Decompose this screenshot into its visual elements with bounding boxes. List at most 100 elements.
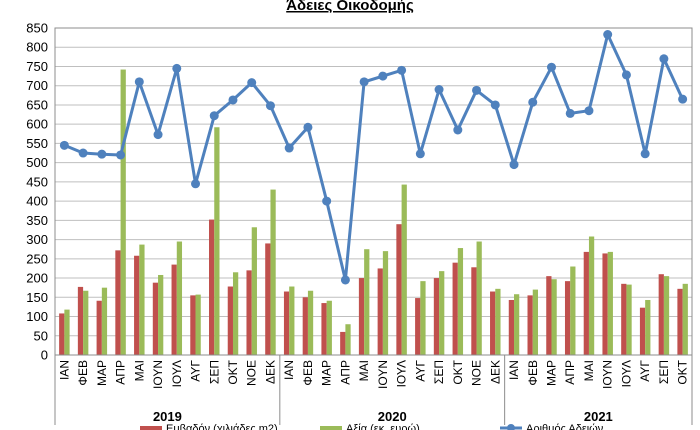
bar [307,290,314,355]
bar [645,299,651,355]
bar [139,244,145,355]
bar [190,295,196,355]
bar [152,282,159,355]
y-tick-label: 100 [26,309,48,324]
line-point [546,62,556,72]
line-point [528,97,538,107]
bar [532,289,538,355]
legend: Εμβαδόν (χιλιάδες m2) Αξία (εκ. ευρώ) Αριθ… [140,423,604,430]
x-tick-label: ΙΟΥΝ [601,360,615,389]
bar [490,291,496,355]
bar [602,253,608,355]
bar [527,295,533,355]
legend-swatch [320,426,342,430]
x-tick-label: ΙΟΥΝ [376,360,390,389]
bar [514,294,520,355]
x-tick-label: ΝΟΕ [245,360,259,386]
y-tick-label: 200 [26,271,48,286]
bar [626,284,632,355]
bar [495,288,501,355]
x-tick-label: ΦΕΒ [301,360,315,386]
x-tick-label: ΣΕΠ [207,360,221,384]
bar [246,270,252,355]
x-tick-label: ΙΑΝ [57,360,71,380]
bar [546,276,552,355]
bar [120,69,126,356]
line-point [359,77,369,87]
year-label: 2021 [584,409,613,424]
x-tick-label: ΜΑΙ [582,360,596,381]
bar [588,236,595,355]
x-tick-label: ΦΕΒ [526,360,540,386]
bar [265,243,271,355]
bar [658,274,664,355]
y-tick-label: 750 [26,59,48,74]
bar [227,286,233,355]
line-point [453,125,463,135]
bar [195,294,201,355]
bar [551,279,557,355]
line-point [490,100,500,110]
bar [564,281,571,355]
y-tick-label: 450 [26,174,48,189]
y-tick-label: 250 [26,251,48,266]
line-point [116,150,126,160]
bar [508,299,515,355]
line-point [415,149,425,159]
x-tick-label: ΙΟΥΛ [619,360,633,387]
bar [639,307,646,355]
line-point [434,85,444,95]
x-tick-label: ΑΥΓ [413,360,427,382]
x-tick-label: ΜΑΙ [132,360,146,381]
x-tick-label: ΣΕΠ [432,360,446,384]
x-tick-label: ΙΟΥΛ [170,360,184,387]
line-point [134,77,144,87]
legend-swatch [140,426,162,430]
bar [171,264,177,355]
x-tick-label: ΜΑΙ [357,360,371,381]
x-tick-label: ΜΑΡ [544,360,558,386]
line-point [303,122,313,132]
bar [457,248,464,355]
bar [270,189,276,355]
x-tick-label: ΑΠΡ [563,360,577,385]
line-point [603,30,613,40]
bars [59,69,688,356]
x-tick-label: ΙΟΥΝ [151,360,165,389]
bar [663,276,670,355]
line-point [284,143,294,153]
x-tick-label: ΑΥΓ [189,360,203,382]
bar [321,303,327,355]
bar [302,297,308,355]
bar [83,290,89,355]
bar [251,227,257,355]
x-tick-label: ΔΕΚ [488,360,502,384]
x-tick-label: ΜΑΡ [320,360,334,386]
x-tick-label: ΑΥΓ [638,360,652,382]
bar [214,127,220,355]
legend-label: Αξία (εκ. ευρώ) [346,423,420,430]
x-tick-label: ΜΑΡ [95,360,109,386]
bar [420,281,426,355]
bar [377,268,383,355]
x-tick-label: ΣΕΠ [657,360,671,384]
legend-label: Αριθμός Αδειών [526,423,604,430]
x-tick-label: ΙΑΝ [282,360,296,380]
bar [115,250,121,355]
x-tick-label: ΙΑΝ [507,360,521,380]
bar [345,324,351,355]
y-tick-label: 500 [26,155,48,170]
bar [209,219,215,355]
line-point [153,130,163,140]
line-point [59,140,69,150]
line-point [565,108,575,118]
y-tick-label: 400 [26,194,48,209]
line-point [340,275,350,285]
line-point [191,179,201,189]
line-point [509,160,519,170]
x-tick-label: ΟΚΤ [451,359,465,384]
line-point [640,149,650,159]
bar [340,331,346,355]
bar [570,266,576,355]
